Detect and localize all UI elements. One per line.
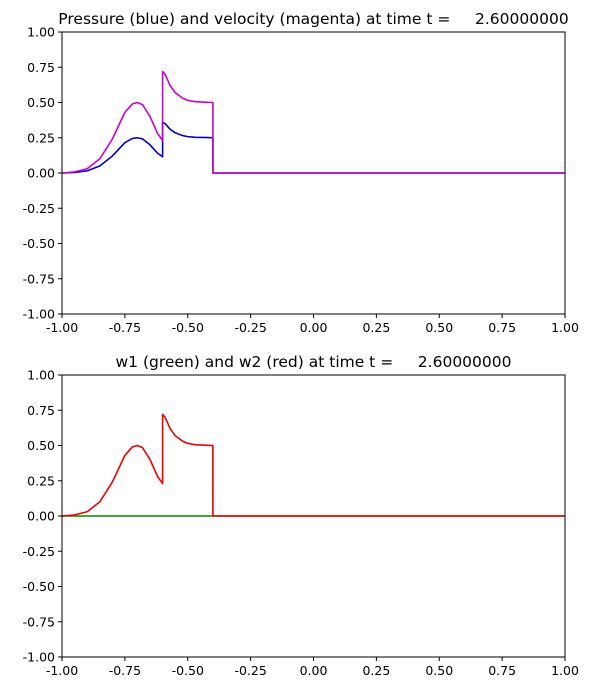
chart-1-x-tick-label: -0.25: [234, 320, 266, 335]
chart-1-x-tick-label: 0.50: [425, 320, 453, 335]
chart-2-x-tick-label: 0.00: [300, 663, 328, 678]
chart-1-y-tick-label: -0.50: [23, 236, 55, 251]
chart-2-y-tick-label: 0.50: [27, 438, 55, 453]
chart-2-y-tick-label: 1.00: [27, 368, 55, 383]
chart-2-x-tick-label: 1.00: [551, 663, 579, 678]
chart-1-x-tick-label: -0.75: [109, 320, 141, 335]
chart-2-x-tick-label: 0.50: [425, 663, 453, 678]
chart-1-y-tick-label: -1.00: [23, 307, 55, 322]
chart-2-x-tick-label: -0.25: [234, 663, 266, 678]
chart-2-series-line-2: [61, 413, 565, 517]
chart-1-x-tick-label: 1.00: [551, 320, 579, 335]
chart-2-y-tick-label: -0.50: [23, 579, 55, 594]
chart-1-y-tick-label: 0.50: [27, 95, 55, 110]
chart-1-series-line-1: [61, 121, 565, 174]
chart-2-x-tick-label: 0.25: [362, 663, 390, 678]
chart-2-y-tick-label: 0.75: [27, 403, 55, 418]
chart-1-title: Pressure (blue) and velocity (magenta) a…: [58, 10, 568, 28]
chart-1-y-tick-label: -0.25: [23, 201, 55, 216]
chart-2-title: w1 (green) and w2 (red) at time t = 2.60…: [116, 353, 512, 371]
chart-2-y-tick-label: 0.25: [27, 473, 55, 488]
chart-2-y-tick-label: -0.25: [23, 544, 55, 559]
chart-1-y-tick-label: 0.75: [27, 60, 55, 75]
chart-2-y-tick-label: 0.00: [27, 509, 55, 524]
chart-1-series-line-2: [61, 70, 565, 174]
chart-1: Pressure (blue) and velocity (magenta) a…: [23, 10, 579, 335]
chart-1-x-tick-label: -0.50: [172, 320, 204, 335]
chart-2-y-tick-label: -1.00: [23, 650, 55, 665]
chart-2-x-tick-label: -0.50: [172, 663, 204, 678]
chart-1-y-tick-label: 0.00: [27, 166, 55, 181]
chart-2-x-tick-label: 0.75: [488, 663, 516, 678]
chart-2-x-tick-label: -1.00: [46, 663, 78, 678]
chart-1-x-tick-label: 0.00: [300, 320, 328, 335]
chart-1-x-tick-label: 0.75: [488, 320, 516, 335]
chart-2-x-tick-label: -0.75: [109, 663, 141, 678]
chart-2-y-tick-label: -0.75: [23, 614, 55, 629]
chart-2: w1 (green) and w2 (red) at time t = 2.60…: [23, 353, 579, 678]
chart-1-y-tick-label: -0.75: [23, 271, 55, 286]
chart-1-y-tick-label: 1.00: [27, 25, 55, 40]
chart-1-x-tick-label: -1.00: [46, 320, 78, 335]
chart-1-y-tick-label: 0.25: [27, 130, 55, 145]
chart-1-x-tick-label: 0.25: [362, 320, 390, 335]
